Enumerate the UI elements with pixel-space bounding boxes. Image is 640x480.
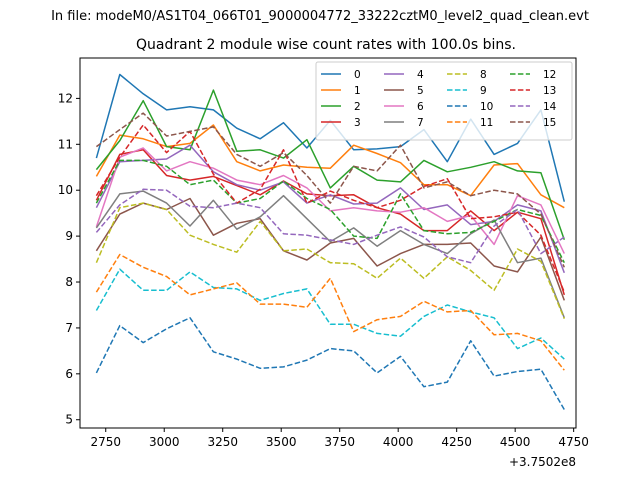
y-tick-label: 12 (58, 91, 73, 105)
y-tick-label: 8 (65, 275, 73, 289)
legend-frame (315, 61, 573, 141)
x-tick-label: 3750 (324, 435, 355, 449)
legend-label-11: 11 (480, 117, 493, 129)
y-tick-label: 10 (58, 183, 73, 197)
legend-label-13: 13 (543, 85, 556, 97)
legend-label-7: 7 (417, 117, 424, 129)
legend-label-12: 12 (543, 69, 556, 81)
x-axis-offset-label: +3.7502e8 (509, 455, 576, 469)
chart-title: Quadrant 2 module wise count rates with … (136, 37, 516, 53)
x-tick-label: 4250 (441, 435, 472, 449)
x-axis: 2750 3000 3250 3500 3750 4000 4250 4500 4750 (90, 428, 589, 449)
legend-label-14: 14 (543, 101, 557, 113)
series-line-11 (95, 253, 565, 371)
series-line-8 (95, 202, 565, 319)
series-line-6 (95, 147, 565, 254)
x-tick-label: 2750 (90, 435, 121, 449)
series-line-5 (95, 197, 566, 301)
series-layer (95, 73, 566, 410)
figure-suptitle: In file: modeM0/AS1T04_066T01_9000004772… (51, 9, 589, 24)
legend-label-8: 8 (480, 69, 487, 81)
legend-label-6: 6 (417, 101, 424, 113)
y-tick-label: 6 (65, 367, 73, 381)
series-line-9 (95, 268, 565, 360)
series-line-14 (95, 188, 565, 264)
legend-label-5: 5 (417, 85, 424, 97)
legend-label-10: 10 (480, 101, 493, 113)
y-tick-label: 9 (65, 229, 73, 243)
series-line-2 (95, 89, 566, 241)
x-tick-label: 3000 (149, 435, 180, 449)
legend-label-4: 4 (417, 69, 424, 81)
legend-label-1: 1 (354, 85, 361, 97)
x-tick-label: 4000 (383, 435, 414, 449)
legend-label-9: 9 (480, 85, 487, 97)
legend-label-0: 0 (354, 69, 361, 81)
series-line-15 (95, 112, 565, 268)
series-line-12 (95, 159, 565, 264)
y-tick-label: 5 (65, 413, 73, 427)
series-line-13 (95, 124, 565, 293)
x-tick-label: 3500 (266, 435, 297, 449)
y-axis: 5 6 7 8 9 10 11 12 (58, 91, 80, 427)
y-tick-label: 11 (58, 137, 73, 151)
x-tick-label: 4500 (500, 435, 531, 449)
legend-label-3: 3 (354, 117, 361, 129)
axes-frame (79, 57, 577, 429)
series-line-4 (95, 144, 566, 274)
x-tick-label: 3250 (207, 435, 238, 449)
y-tick-label: 7 (65, 321, 73, 335)
legend-label-2: 2 (354, 101, 361, 113)
series-line-10 (95, 317, 565, 410)
x-tick-label: 4750 (558, 435, 589, 449)
legend-label-15: 15 (543, 117, 556, 129)
